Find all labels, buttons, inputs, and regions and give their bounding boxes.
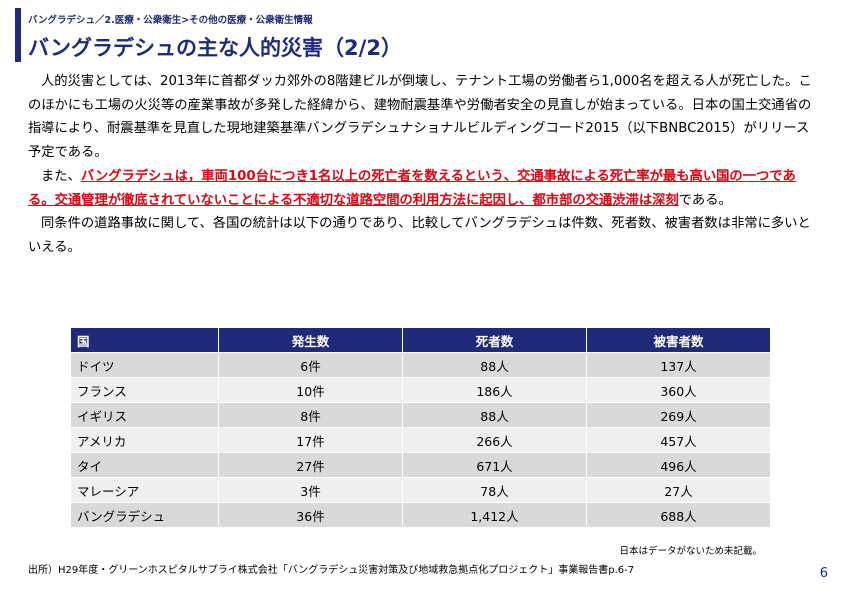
paragraph-2-prefix: また、 [41,168,81,184]
incidents-cell: 17件 [218,427,403,453]
victims-cell: 27人 [586,477,771,503]
victims-cell: 269人 [586,402,771,428]
page-number: 6 [819,566,828,581]
country-cell: ドイツ [70,352,219,378]
incidents-cell: 36件 [218,502,403,528]
breadcrumb: バングラデシュ／2.医療・公衆衛生>その他の医療・公衆衛生情報 [28,15,313,26]
victims-cell: 457人 [586,427,771,453]
victims-cell: 496人 [586,452,771,478]
incidents-cell: 6件 [218,352,403,378]
deaths-cell: 671人 [402,452,587,478]
column-header-victims: 被害者数 [586,327,771,353]
deaths-cell: 78人 [402,477,587,503]
incidents-cell: 27件 [218,452,403,478]
deaths-cell: 266人 [402,427,587,453]
column-header-deaths: 死者数 [402,327,587,353]
table-row: タイ 27件 671人 496人 [70,452,771,478]
incidents-cell: 10件 [218,377,403,403]
accident-stats-table: 国 発生数 死者数 被害者数 ドイツ 6件 88人 137人 フランス 10件 186人 36… [70,327,771,528]
country-cell: フランス [70,377,219,403]
country-cell: イギリス [70,402,219,428]
paragraph-1-text: 人的災害としては、2013年に首都ダッカ郊外の8階建ビルが倒壊し、テナント工場の… [28,74,812,161]
deaths-cell: 88人 [402,402,587,428]
deaths-cell: 88人 [402,352,587,378]
column-header-country: 国 [70,327,219,353]
incidents-cell: 8件 [218,402,403,428]
paragraph-3: 同条件の道路事故に関して、各国の統計は以下の通りであり、比較してバングラデシュは… [28,212,818,259]
page-title: バングラデシュの主な人的災害（2/2） [28,36,402,60]
country-cell: バングラデシュ [70,502,219,528]
victims-cell: 137人 [586,352,771,378]
column-header-incidents: 発生数 [218,327,403,353]
table-body: ドイツ 6件 88人 137人 フランス 10件 186人 360人 イギリス 8件 88人 269人… [70,352,771,528]
paragraph-2-suffix: である。 [678,192,732,208]
country-cell: マレーシア [70,477,219,503]
paragraph-2: また、バングラデシュは，車両100台につき1名以上の死亡者を数えるという、交通事… [28,165,818,212]
table-row: ドイツ 6件 88人 137人 [70,352,771,378]
incidents-cell: 3件 [218,477,403,503]
source-citation: 出所）H29年度・グリーンホスピタルサプライ株式会社「バングラデシュ災害対策及び… [28,565,635,576]
table-row: フランス 10件 186人 360人 [70,377,771,403]
table-header-row: 国 発生数 死者数 被害者数 [70,327,771,353]
table-row: アメリカ 17件 266人 457人 [70,427,771,453]
table-row: マレーシア 3件 78人 27人 [70,477,771,503]
victims-cell: 688人 [586,502,771,528]
table-row: イギリス 8件 88人 269人 [70,402,771,428]
victims-cell: 360人 [586,377,771,403]
table-row: バングラデシュ 36件 1,412人 688人 [70,502,771,528]
deaths-cell: 1,412人 [402,502,587,528]
country-cell: タイ [70,452,219,478]
paragraph-2-highlight: バングラデシュは，車両100台につき1名以上の死亡者を数えるという、交通事故によ… [28,168,796,208]
title-accent-bar [15,8,21,62]
country-cell: アメリカ [70,427,219,453]
deaths-cell: 186人 [402,377,587,403]
paragraph-3-text: 同条件の道路事故に関して、各国の統計は以下の通りであり、比較してバングラデシュは… [28,216,811,255]
table-note: 日本はデータがないため未記載。 [619,546,762,557]
body-text: 人的災害としては、2013年に首都ダッカ郊外の8階建ビルが倒壊し、テナント工場の… [28,70,818,260]
paragraph-1: 人的災害としては、2013年に首都ダッカ郊外の8階建ビルが倒壊し、テナント工場の… [28,70,818,165]
